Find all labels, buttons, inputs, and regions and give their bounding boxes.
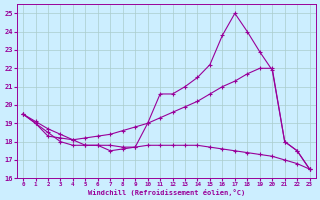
X-axis label: Windchill (Refroidissement éolien,°C): Windchill (Refroidissement éolien,°C) bbox=[88, 189, 245, 196]
